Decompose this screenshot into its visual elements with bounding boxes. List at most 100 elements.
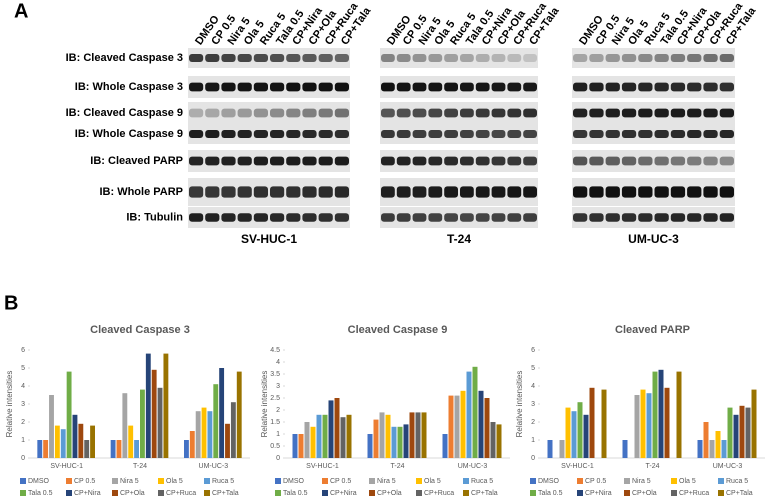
bar (328, 400, 334, 458)
blot-background (572, 124, 735, 144)
bar (367, 434, 373, 458)
y-tick-label: 5 (21, 365, 25, 372)
blot-band (270, 54, 285, 62)
blot-band (286, 82, 301, 92)
blot-band (286, 54, 301, 62)
blot-band (719, 108, 734, 118)
blot-band (605, 213, 620, 222)
y-axis-label: Relative intensities (5, 371, 14, 438)
blot-band (221, 54, 236, 62)
blot-band (302, 54, 317, 62)
blot-band (412, 186, 427, 198)
blot-band (318, 108, 333, 118)
cell-line-label: UM-UC-3 (628, 232, 679, 246)
blot-band (396, 54, 411, 62)
y-tick-label: 1.5 (270, 419, 280, 426)
blot-band (412, 108, 427, 118)
blot-band (396, 108, 411, 118)
bar (739, 405, 745, 458)
bar (184, 440, 189, 458)
bar (304, 422, 310, 458)
legend-swatch (718, 490, 724, 496)
blot-band (621, 156, 637, 166)
x-tick-label: T-24 (645, 463, 659, 470)
blot-band (444, 130, 458, 138)
legend-label: CP 0.5 (330, 478, 351, 485)
blot-band (507, 186, 522, 198)
legend-swatch (369, 490, 375, 496)
blot-band (381, 108, 395, 118)
blot-band (654, 82, 669, 92)
legend-swatch (463, 490, 469, 496)
blot-band (381, 82, 395, 92)
legend-swatch (66, 478, 72, 484)
x-tick-label: UM-UC-3 (199, 463, 229, 470)
bar (298, 434, 304, 458)
blot-band (719, 82, 734, 92)
legend-label: Nira 5 (120, 478, 139, 485)
bar (134, 440, 139, 458)
blot-band (670, 82, 686, 92)
blot-band (444, 213, 458, 222)
blot-background (572, 48, 735, 68)
blot-band (428, 156, 443, 166)
bar (577, 402, 583, 458)
blot-band (670, 186, 686, 198)
bar (454, 395, 460, 458)
blot-band (286, 108, 301, 118)
blot-band (687, 54, 702, 62)
legend-label: CP+Tala (726, 490, 753, 497)
blot-band (253, 156, 268, 166)
blot-band (491, 156, 506, 166)
y-axis-label: Relative intensities (260, 371, 269, 438)
legend-swatch (204, 490, 210, 496)
blot-band (460, 213, 474, 222)
bar (122, 393, 128, 458)
legend-label: CP+Ruca (679, 490, 709, 497)
blot-band (573, 156, 588, 166)
bar (230, 402, 236, 458)
legend-label: Ola 5 (679, 478, 696, 485)
blot-background (572, 150, 735, 172)
blot-band (703, 108, 718, 118)
blot-band (719, 130, 734, 138)
blot-background (380, 150, 538, 172)
blot-band (428, 130, 443, 138)
row-label: IB: Whole Caspase 3 (75, 81, 183, 93)
y-tick-label: 0 (21, 455, 25, 462)
blot-band (687, 82, 702, 92)
blot-band (638, 82, 653, 92)
blot-band (687, 186, 702, 198)
blot-band (589, 54, 604, 62)
blot-band (460, 54, 474, 62)
blot-band (334, 213, 349, 222)
legend-label: CP+Ruca (166, 490, 196, 497)
blot-band (687, 108, 702, 118)
row-label: IB: Cleaved PARP (90, 155, 183, 167)
blot-band (444, 82, 458, 92)
bar (236, 371, 242, 458)
blot-band (221, 186, 236, 198)
bar (189, 431, 195, 458)
y-tick-label: 1 (276, 431, 280, 438)
chart-title: Cleaved Caspase 3 (90, 324, 190, 336)
blot-band (270, 213, 285, 222)
bar (721, 440, 727, 458)
blot-band (428, 82, 443, 92)
blot-band (605, 186, 620, 198)
legend-swatch (158, 478, 164, 484)
legend-label: Ruca 5 (726, 478, 748, 485)
bar (379, 412, 385, 458)
y-tick-label: 6 (531, 347, 535, 354)
legend-label: CP+Nira (585, 490, 612, 497)
blot-band (205, 82, 220, 92)
x-tick-label: T-24 (390, 463, 404, 470)
blot-band (491, 108, 506, 118)
blot-band (302, 108, 317, 118)
blot-band (719, 54, 734, 62)
legend-label: DMSO (538, 478, 560, 485)
blot-band (703, 82, 718, 92)
blot-background (188, 76, 350, 98)
bar (54, 425, 60, 458)
